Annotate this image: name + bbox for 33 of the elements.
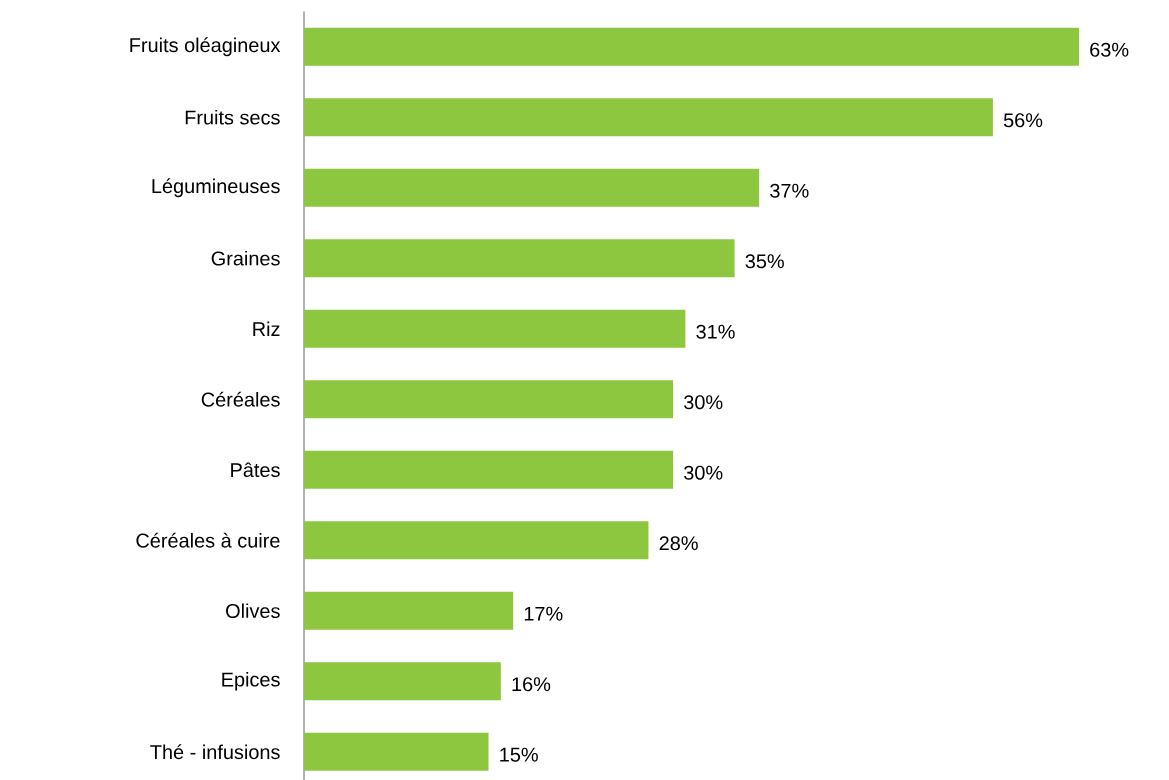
data-label: 17%: [524, 606, 563, 621]
bar: [304, 591, 514, 630]
bar: [304, 732, 489, 771]
data-label: 37%: [770, 183, 809, 198]
data-label: 56%: [1003, 113, 1043, 128]
y-tick-label: Céréales: [201, 391, 280, 407]
y-tick-label: Olives: [226, 603, 280, 619]
y-tick-label: Pâtes: [231, 462, 280, 478]
bar: [304, 309, 686, 348]
data-label: 16%: [512, 677, 551, 692]
data-label: 28%: [659, 536, 698, 551]
y-tick-label: Fruits secs: [185, 109, 280, 125]
bar: [304, 27, 1080, 66]
bar: [304, 662, 501, 701]
y-tick-label: Epices: [222, 671, 280, 691]
y-tick-label: Thé - infusions: [150, 744, 280, 760]
data-label: 31%: [696, 324, 735, 339]
data-label: 15%: [500, 747, 538, 762]
bar: [304, 168, 760, 207]
y-tick-label: Fruits oléagineux: [130, 37, 281, 57]
y-tick-label: Céréales à cuire: [136, 532, 280, 548]
y-tick-label: Graines: [211, 250, 280, 266]
y-tick-label: Riz: [253, 321, 280, 336]
bar: [304, 239, 735, 278]
bar: [304, 380, 674, 419]
data-label: 35%: [745, 254, 784, 269]
bar: [304, 98, 993, 137]
bar: [304, 450, 674, 489]
data-label: 63%: [1090, 42, 1129, 57]
data-label: 30%: [684, 395, 723, 410]
y-tick-label: Légumineuses: [152, 178, 280, 198]
bar: [304, 521, 649, 560]
data-label: 30%: [684, 465, 723, 480]
